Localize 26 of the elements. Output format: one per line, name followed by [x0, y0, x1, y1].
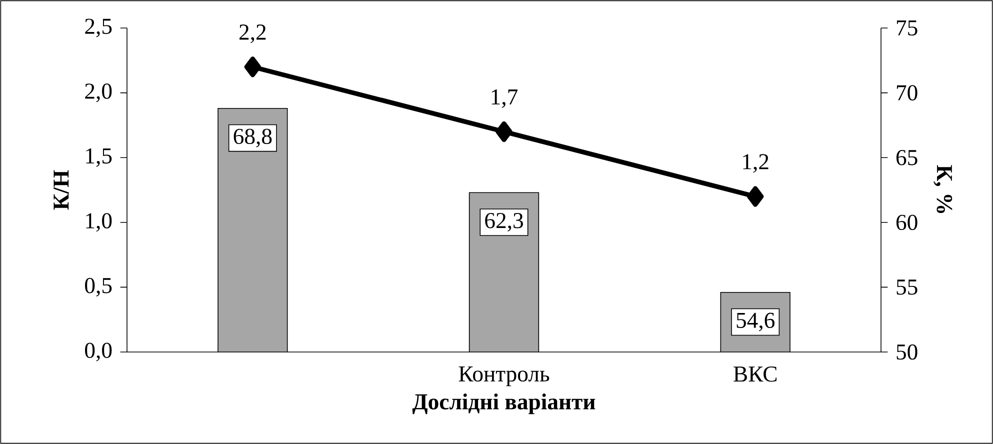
data-label: 62,3	[485, 212, 523, 232]
data-label: 1,7	[492, 89, 518, 108]
data-label: 1,2	[743, 154, 768, 173]
point	[244, 56, 262, 78]
y2-tick-label: 60	[896, 214, 918, 230]
y2-tick-label: 75	[896, 20, 918, 36]
y-axis-title: К/Н	[54, 170, 69, 210]
y-tick-label: 1,0	[86, 213, 112, 232]
y2-tick-label: 55	[896, 280, 918, 295]
y2-axis-title: К, %	[934, 165, 952, 214]
y-tick-label: 2,5	[85, 18, 112, 38]
y2-tick-label: 70	[896, 85, 918, 100]
y-tick-label: 1,5	[86, 148, 112, 167]
y-tick-label: 0,0	[85, 342, 112, 362]
x-tick-label: ВКС	[734, 366, 776, 382]
y2-tick-label: 50	[896, 344, 918, 360]
y-tick-label: 2,0	[85, 84, 112, 102]
data-label: 68,8	[234, 128, 272, 148]
data-label: 54,6	[736, 312, 774, 332]
point	[496, 121, 512, 142]
x-tick-label: Контроль	[458, 366, 550, 386]
y2-tick-label: 65	[896, 150, 918, 166]
x-axis-title: Дослідні варіанти	[412, 394, 596, 414]
point	[747, 186, 764, 207]
y-tick-label: 0,5	[85, 278, 112, 296]
data-label: 2,2	[240, 24, 266, 44]
